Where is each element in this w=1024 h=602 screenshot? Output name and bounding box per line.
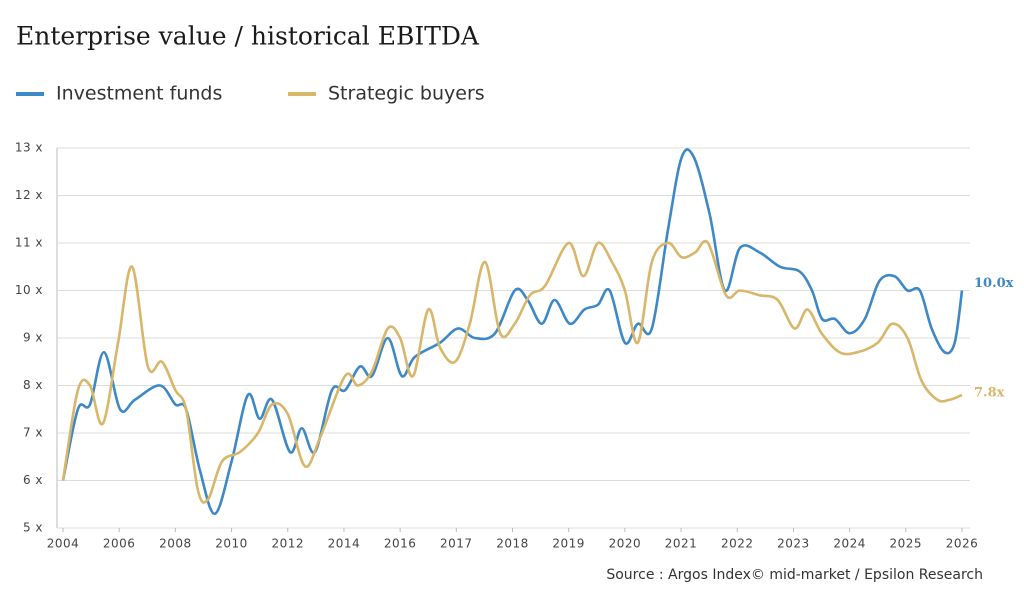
x-tick-label: 2020 — [609, 537, 642, 551]
x-tick-label: 2006 — [103, 537, 136, 551]
y-tick-label: 10 x — [15, 283, 43, 297]
x-tick-label: 2024 — [833, 537, 866, 551]
y-tick-label: 6 x — [23, 473, 43, 487]
x-tick-label: 2021 — [665, 537, 698, 551]
y-tick-label: 12 x — [15, 188, 43, 202]
x-tick-label: 2017 — [440, 537, 473, 551]
y-tick-label: 8 x — [23, 378, 43, 392]
y-tick-label: 11 x — [15, 236, 43, 250]
legend-label: Strategic buyers — [328, 83, 485, 105]
x-tick-label: 2008 — [159, 537, 192, 551]
x-tick-label: 2019 — [552, 537, 585, 551]
series-line — [61, 239, 963, 504]
x-tick-label: 2010 — [215, 537, 248, 551]
source: Source : Argos Index© mid-market / Epsil… — [606, 567, 983, 583]
chart-title: Enterprise value / historical EBITDA — [16, 22, 480, 51]
legend-label: Investment funds — [56, 83, 222, 105]
y-tick-label: 5 x — [23, 521, 43, 535]
x-tick-label: 2016 — [384, 537, 417, 551]
x-tick-label: 2014 — [328, 537, 361, 551]
end-label: 7.8x — [974, 386, 1005, 401]
x-tick-label: 2025 — [890, 537, 923, 551]
y-tick-label: 13 x — [15, 141, 43, 155]
x-tick-label: 2022 — [721, 537, 754, 551]
x-tick-label: 2023 — [777, 537, 810, 551]
x-tick-label: 2026 — [946, 537, 979, 551]
y-tick-label: 9 x — [23, 331, 43, 345]
x-tick-label: 2012 — [271, 537, 304, 551]
end-label: 10.0x — [974, 276, 1014, 291]
x-tick-label: 2018 — [496, 537, 529, 551]
series-line — [61, 148, 964, 516]
x-tick-label: 2004 — [47, 537, 80, 551]
y-tick-label: 7 x — [23, 426, 43, 440]
